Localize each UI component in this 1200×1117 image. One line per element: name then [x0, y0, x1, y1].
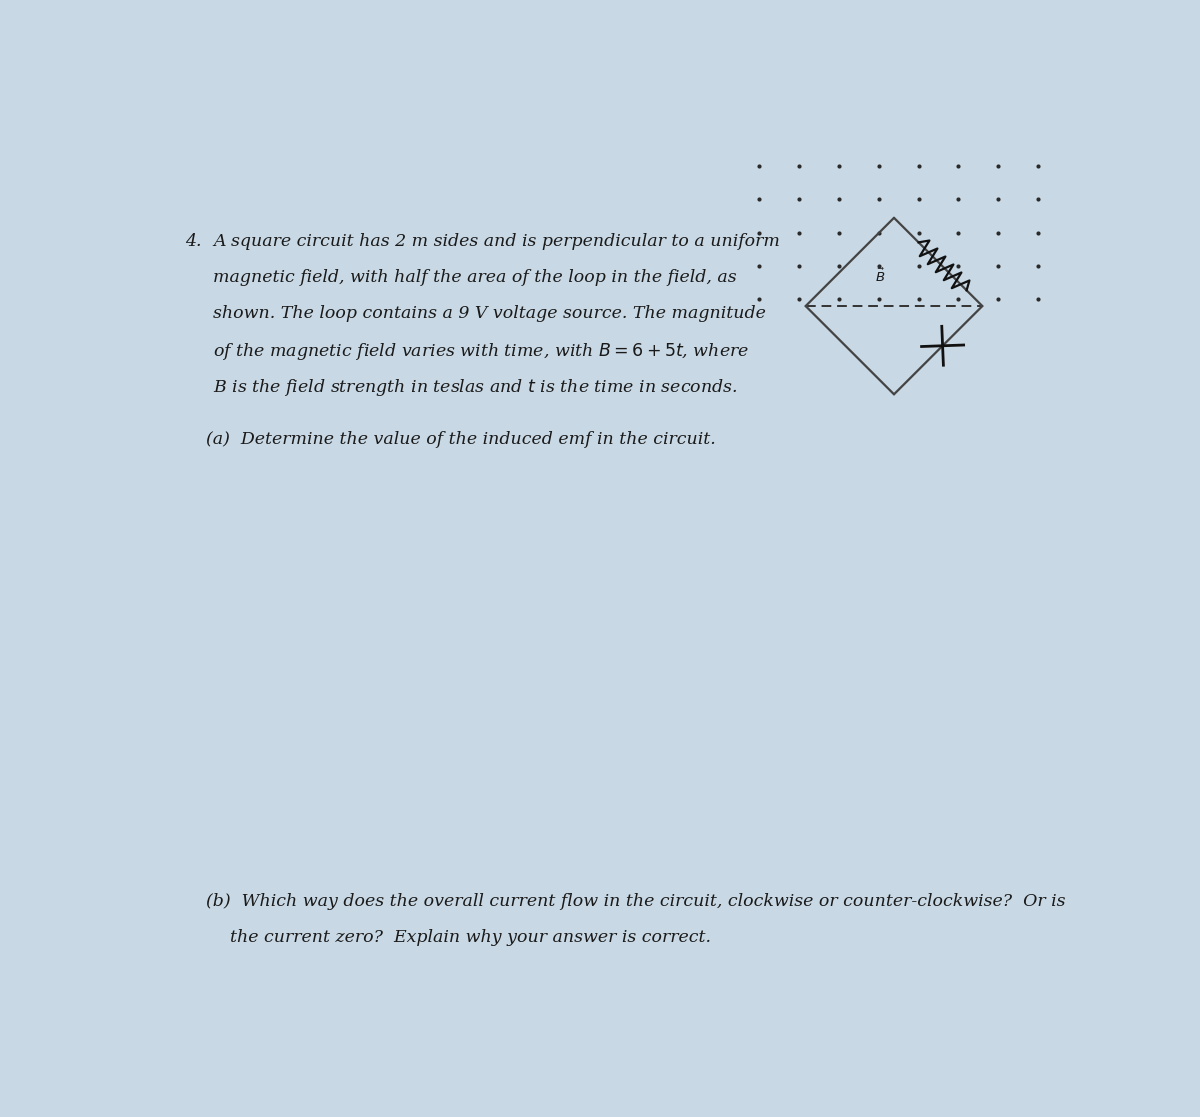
Text: A square circuit has 2 m sides and is perpendicular to a uniform: A square circuit has 2 m sides and is pe…: [214, 233, 780, 250]
Text: $\vec{B}$: $\vec{B}$: [875, 267, 886, 285]
Text: shown. The loop contains a 9 V voltage source. The magnitude: shown. The loop contains a 9 V voltage s…: [214, 305, 766, 322]
Text: (a)  Determine the value of the induced emf in the circuit.: (a) Determine the value of the induced e…: [206, 431, 715, 448]
Text: (b)  Which way does the overall current flow in the circuit, clockwise or counte: (b) Which way does the overall current f…: [206, 892, 1066, 909]
Text: the current zero?  Explain why your answer is correct.: the current zero? Explain why your answe…: [230, 928, 710, 946]
Text: B is the field strength in teslas and $t$ is the time in seconds.: B is the field strength in teslas and $t…: [214, 378, 738, 399]
Text: of the magnetic field varies with time, with $B = 6 + 5t$, where: of the magnetic field varies with time, …: [214, 342, 749, 362]
Text: magnetic field, with half the area of the loop in the field, as: magnetic field, with half the area of th…: [214, 269, 737, 286]
Text: 4.: 4.: [185, 233, 202, 250]
